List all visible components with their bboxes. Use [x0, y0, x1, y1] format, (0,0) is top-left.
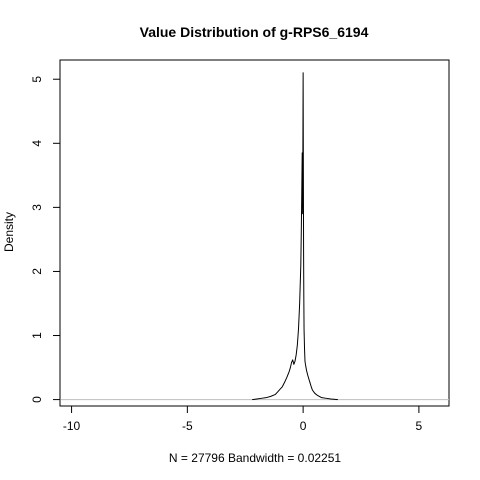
- y-tick-label: 1: [30, 332, 44, 339]
- y-tick-label: 4: [30, 140, 44, 147]
- plot-frame: [59, 59, 450, 407]
- y-tick-label: 0: [30, 396, 44, 403]
- y-axis-label: Density: [2, 212, 16, 252]
- chart-title: Value Distribution of g-RPS6_6194: [140, 24, 369, 40]
- x-tick-label: 5: [416, 419, 423, 433]
- y-tick-label: 3: [30, 204, 44, 211]
- x-axis-label: N = 27796 Bandwidth = 0.02251: [169, 451, 341, 465]
- x-tick-label: -10: [63, 419, 81, 433]
- y-tick-label: 2: [30, 268, 44, 275]
- x-tick-label: -5: [182, 419, 193, 433]
- y-tick-label: 5: [30, 76, 44, 83]
- density-curve: [252, 72, 338, 401]
- x-tick-label: 0: [300, 419, 307, 433]
